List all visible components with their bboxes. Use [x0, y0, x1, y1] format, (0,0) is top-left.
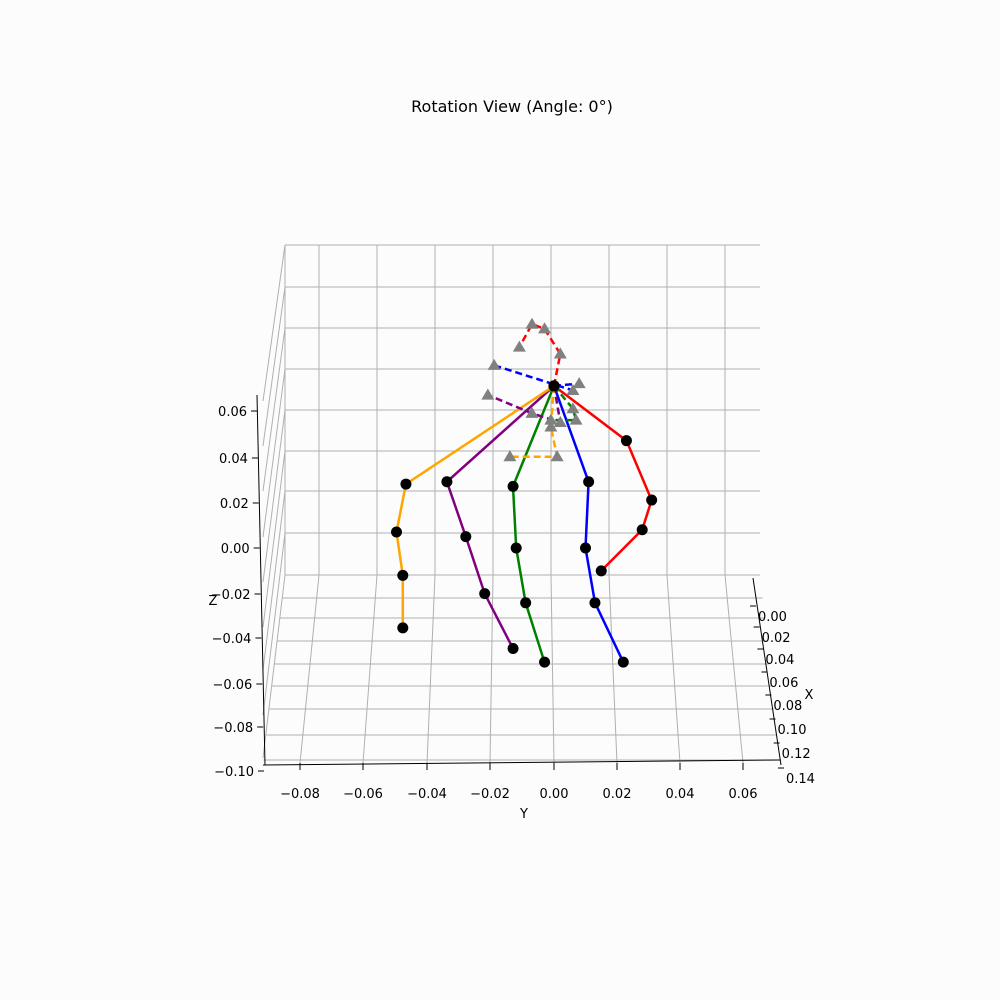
joint-point [400, 478, 412, 490]
dashed-joint-point [525, 317, 539, 329]
back-pane-grid [285, 244, 760, 576]
joint-point [397, 622, 409, 634]
z-tick-label: 0.04 [219, 452, 248, 467]
joint-point [646, 494, 658, 506]
x-axis: 0.00 0.02 0.04 0.06 0.08 0.10 0.12 0.14 [750, 577, 815, 787]
dashed-joint-point [553, 415, 567, 427]
z-tick-label: −0.06 [212, 678, 252, 693]
x-tick-label: 0.10 [778, 723, 807, 738]
dashed-joint-point [569, 413, 583, 425]
z-axis-label: Z [209, 594, 218, 609]
dashed-joint-point [538, 322, 552, 334]
y-axis: −0.08 −0.06 −0.04 −0.02 0.00 0.02 0.04 0.06 [262, 759, 781, 802]
y-tick-label: 0.00 [540, 787, 569, 802]
joint-point [617, 656, 629, 668]
skeleton-joints [391, 317, 658, 668]
y-tick-label: −0.02 [470, 787, 510, 802]
series-line-0 [553, 384, 653, 572]
joint-point [580, 542, 591, 554]
joint-point [595, 565, 607, 577]
joint-point [589, 597, 601, 609]
joint-point [397, 569, 409, 581]
joint-point [391, 526, 402, 538]
x-tick-label: 0.02 [762, 631, 791, 646]
dashed-joint-point [512, 340, 526, 352]
joint-point [548, 380, 560, 392]
y-axis-label: Y [519, 807, 528, 822]
dashed-joint-point [566, 402, 580, 414]
z-tick-label: 0.02 [220, 497, 249, 512]
dashed-joint-point [550, 450, 564, 462]
floor-pane-grid [263, 574, 780, 764]
y-tick-label: −0.06 [343, 787, 383, 802]
y-tick-label: 0.06 [729, 787, 758, 802]
joint-point [636, 524, 648, 536]
z-tick-label: 0.06 [218, 405, 247, 420]
z-tick-label: −0.02 [211, 588, 251, 603]
joint-point [510, 542, 522, 554]
x-axis-label: X [805, 688, 814, 703]
series-line-7 [550, 385, 578, 422]
joint-point [583, 476, 595, 488]
z-tick-label: 0.00 [221, 542, 250, 557]
y-tick-label: 0.04 [666, 787, 695, 802]
x-tick-label: 0.14 [786, 772, 815, 787]
dashed-joint-point [553, 347, 567, 359]
dashed-joint-point [503, 450, 517, 462]
dashed-joint-point [566, 383, 580, 395]
joint-point [539, 656, 551, 668]
z-tick-label: −0.08 [213, 721, 253, 736]
chart-title: Rotation View (Angle: 0°) [411, 97, 613, 116]
dashed-joint-point [544, 413, 558, 425]
series-line-8 [487, 385, 562, 425]
dashed-joint-point [481, 388, 495, 400]
joint-point [507, 480, 519, 492]
series-line-6 [493, 364, 583, 392]
side-pane-grid [262, 244, 286, 759]
joint-point [479, 588, 491, 600]
x-tick-label: 0.06 [769, 676, 798, 691]
series-line-4 [395, 384, 555, 628]
joint-point [441, 476, 453, 488]
dashed-joint-point [544, 420, 558, 432]
joint-point [460, 531, 472, 543]
y-tick-label: −0.08 [280, 787, 320, 802]
joint-point [620, 435, 632, 447]
x-tick-label: 0.04 [765, 653, 794, 668]
dashed-joint-point [525, 406, 539, 418]
x-tick-label: 0.12 [782, 747, 811, 762]
y-tick-label: 0.02 [603, 787, 632, 802]
series-line-5 [518, 322, 562, 387]
z-tick-label: −0.04 [212, 632, 252, 647]
dashed-joint-point [572, 377, 586, 389]
y-tick-label: −0.04 [407, 787, 447, 802]
z-tick-label: −0.10 [214, 765, 254, 780]
series-line-9 [509, 385, 559, 458]
dashed-joint-point [487, 358, 501, 370]
series-line-1 [552, 385, 625, 663]
joint-point [507, 642, 519, 654]
x-tick-label: 0.08 [773, 699, 802, 714]
x-tick-label: 0.00 [758, 610, 787, 625]
joint-point [520, 597, 532, 609]
z-axis: −0.10 −0.08 −0.06 −0.04 −0.02 0.00 0.02 0.04 0.0… [211, 394, 266, 780]
